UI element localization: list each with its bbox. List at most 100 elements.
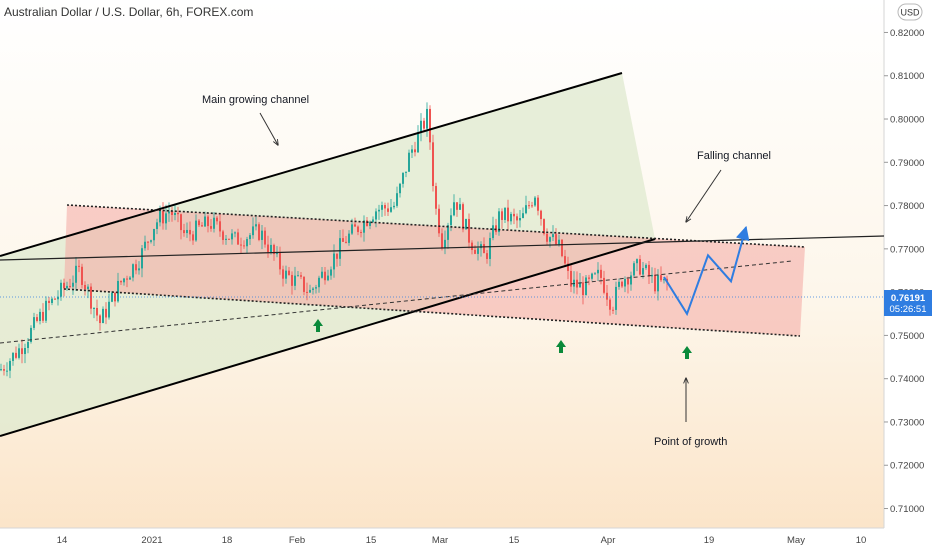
growth-arrow-mar [556,340,566,353]
candle-up [75,265,77,283]
candle-up [339,238,341,259]
candle-up [393,205,395,208]
time-tick-label: May [787,535,805,546]
candle-up [309,289,311,293]
candle-down [414,149,416,153]
time-tick-label: 10 [856,535,867,546]
price-tick-label: 0.73000 [890,417,924,428]
candle-down [36,317,38,321]
candle-up [519,218,521,221]
candle-down [543,219,545,234]
candle-up [630,275,632,285]
candle-down [567,263,569,271]
candle-down [612,309,614,311]
candle-down [537,197,539,211]
candle-up [651,274,653,277]
candle-down [162,210,164,224]
candle-down [531,205,533,207]
price-tick-label: 0.78000 [890,201,924,212]
candle-down [621,281,623,287]
candle-up [504,207,506,220]
candle-up [138,268,140,271]
candle-up [195,220,197,241]
candle-up [168,211,170,214]
candle-up [444,239,446,249]
candle-up [249,235,251,240]
candle-down [222,231,224,240]
main-channel-label: Main growing channel [202,94,309,106]
candle-up [123,278,125,283]
candle-down [207,216,209,227]
candle-down [468,218,470,243]
candle-up [102,308,104,324]
candle-down [78,265,80,267]
candle-down [288,270,290,275]
candle-down [120,280,122,283]
candle-down [441,233,443,249]
candle-up [375,211,377,220]
candle-down [561,239,563,257]
candle-down [228,238,230,240]
falling-channel-top-line [66,204,806,248]
time-tick-label: Apr [601,535,616,546]
candle-up [402,172,404,184]
candle-down [267,244,269,253]
candle-down [84,284,86,290]
candle-down [360,232,362,234]
candle-down [21,348,23,355]
candle-up [12,352,14,361]
candle-down [198,220,200,226]
candle-down [306,291,308,293]
candle-up [108,301,110,318]
candle-up [624,278,626,287]
candle-down [516,216,518,221]
candle-up [363,220,365,233]
candle-up [597,269,599,274]
candle-down [135,264,137,271]
candle-up [426,108,428,129]
candle-up [663,278,665,281]
candle-up [492,225,494,239]
time-tick-label: 19 [704,535,715,546]
candle-down [546,233,548,242]
candle-down [507,207,509,222]
candle-up [615,286,617,310]
time-tick-label: 18 [222,535,233,546]
candle-down [366,220,368,226]
time-tick-label: 15 [509,535,520,546]
price-tick-label: 0.72000 [890,461,924,472]
candles [0,102,668,379]
current-price-value: 0.76191 [891,293,926,304]
candle-up [417,132,419,153]
candle-down [180,214,182,231]
candle-up [225,238,227,240]
candle-down [648,264,650,277]
candle-up [315,287,317,289]
candle-down [603,277,605,293]
candle-up [558,239,560,245]
candle-up [657,275,659,292]
candle-up [246,239,248,247]
candle-up [327,275,329,281]
candle-down [501,211,503,220]
candle-down [387,208,389,212]
candle-down [474,249,476,254]
candle-up [594,273,596,275]
growth-arrow-feb [313,319,323,332]
falling-channel-label: Falling channel [697,150,771,162]
candle-up [39,311,41,321]
candle-up [87,286,89,290]
candle-up [453,202,455,216]
candle-up [93,307,95,309]
candle-up [330,269,332,276]
candle-up [6,370,8,372]
candle-down [201,225,203,227]
candle-down [576,279,578,288]
candle-down [291,274,293,286]
candle-up [33,317,35,328]
candle-down [345,241,347,243]
candle-down [303,276,305,292]
falling-channel-pointer [686,169,722,222]
currency-button[interactable] [897,3,923,21]
